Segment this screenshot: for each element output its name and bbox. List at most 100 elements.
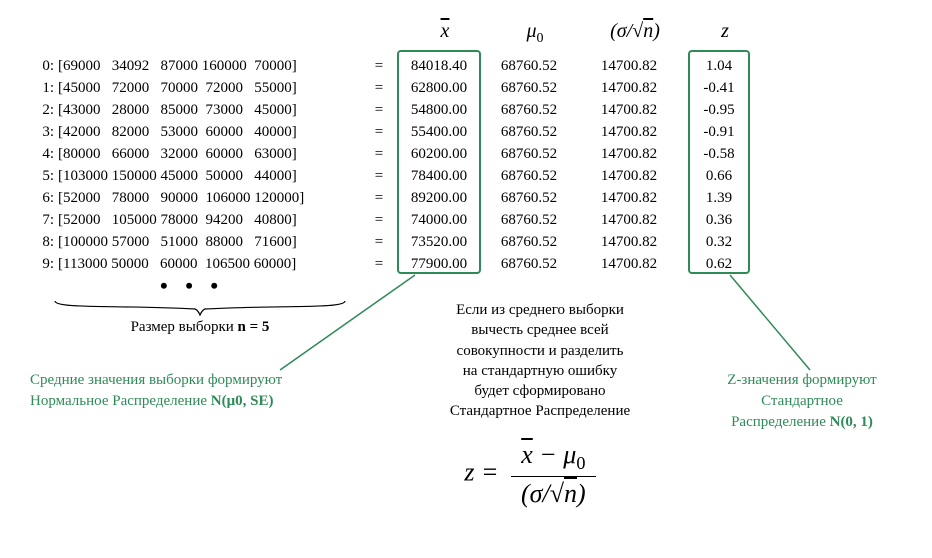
- row-mu: 68760.52: [484, 124, 574, 141]
- header-xbar: x: [400, 20, 490, 47]
- row-equals: =: [364, 168, 394, 185]
- row-xbar: 74000.00: [394, 212, 484, 229]
- row-z: -0.58: [684, 146, 754, 163]
- row-se: 14700.82: [574, 190, 684, 207]
- data-row: 8:[100000 57000 51000 88000 71600]=73520…: [30, 231, 902, 253]
- row-index: 1:: [30, 80, 54, 97]
- center-explanation: Если из среднего выборки вычесть среднее…: [400, 300, 680, 422]
- ct-l5: будет сформировано: [474, 383, 605, 399]
- ct-l1: Если из среднего выборки: [456, 302, 624, 318]
- data-row: 4:[80000 66000 32000 60000 63000]=60200.…: [30, 143, 902, 165]
- row-samples: [80000 66000 32000 60000 63000]: [54, 146, 364, 163]
- diagram-container: x μ0 (σ/√n) z 0:[69000 34092 87000 16000…: [30, 20, 902, 336]
- data-row: 5:[103000 150000 45000 50000 44000]=7840…: [30, 165, 902, 187]
- curly-brace-icon: [50, 299, 350, 317]
- row-z: 0.62: [684, 256, 754, 273]
- row-z: 0.66: [684, 168, 754, 185]
- row-mu: 68760.52: [484, 58, 574, 75]
- row-mu: 68760.52: [484, 168, 574, 185]
- row-xbar: 55400.00: [394, 124, 484, 141]
- row-equals: =: [364, 256, 394, 273]
- data-row: 3:[42000 82000 53000 60000 40000]=55400.…: [30, 121, 902, 143]
- row-index: 0:: [30, 58, 54, 75]
- left-annot-l2-bold: N(μ0, SE): [211, 393, 274, 409]
- row-samples: [69000 34092 87000 160000 70000]: [54, 58, 364, 75]
- header-z: z: [690, 20, 760, 47]
- row-se: 14700.82: [574, 124, 684, 141]
- row-mu: 68760.52: [484, 190, 574, 207]
- brace-label: Размер выборки n = 5: [50, 319, 350, 336]
- row-samples: [52000 105000 78000 94200 40800]: [54, 212, 364, 229]
- row-xbar: 84018.40: [394, 58, 484, 75]
- left-annot-l1: Средние значения выборки формируют: [30, 372, 282, 388]
- row-mu: 68760.52: [484, 102, 574, 119]
- row-samples: [42000 82000 53000 60000 40000]: [54, 124, 364, 141]
- row-samples: [113000 50000 60000 106500 60000]: [54, 256, 364, 273]
- row-se: 14700.82: [574, 168, 684, 185]
- ellipsis-dots: • • •: [160, 273, 902, 299]
- row-z: 1.04: [684, 58, 754, 75]
- data-row: 1:[45000 72000 70000 72000 55000]=62800.…: [30, 77, 902, 99]
- row-mu: 68760.52: [484, 80, 574, 97]
- right-annot-l3-bold: N(0, 1): [830, 414, 873, 430]
- row-z: -0.95: [684, 102, 754, 119]
- row-mu: 68760.52: [484, 234, 574, 251]
- data-row: 6:[52000 78000 90000 106000 120000]=8920…: [30, 187, 902, 209]
- data-row: 7:[52000 105000 78000 94200 40800]=74000…: [30, 209, 902, 231]
- formula-fraction: x − μ0 (σ/√n): [511, 440, 596, 509]
- ct-l4: на стандартную ошибку: [463, 363, 617, 379]
- right-annot-l2: Стандартное: [761, 393, 843, 409]
- row-samples: [45000 72000 70000 72000 55000]: [54, 80, 364, 97]
- row-mu: 68760.52: [484, 212, 574, 229]
- row-se: 14700.82: [574, 212, 684, 229]
- ct-l3: совокупности и разделить: [457, 343, 624, 359]
- row-samples: [52000 78000 90000 106000 120000]: [54, 190, 364, 207]
- row-se: 14700.82: [574, 146, 684, 163]
- row-mu: 68760.52: [484, 146, 574, 163]
- row-index: 6:: [30, 190, 54, 207]
- row-z: -0.91: [684, 124, 754, 141]
- row-samples: [103000 150000 45000 50000 44000]: [54, 168, 364, 185]
- row-z: 1.39: [684, 190, 754, 207]
- header-se: (σ/√n): [580, 20, 690, 47]
- row-mu: 68760.52: [484, 256, 574, 273]
- row-index: 4:: [30, 146, 54, 163]
- row-equals: =: [364, 102, 394, 119]
- header-mu: μ0: [490, 20, 580, 47]
- brace-label-text: Размер выборки: [131, 319, 238, 335]
- row-samples: [100000 57000 51000 88000 71600]: [54, 234, 364, 251]
- row-equals: =: [364, 124, 394, 141]
- row-xbar: 54800.00: [394, 102, 484, 119]
- formula-denominator: (σ/√n): [511, 476, 596, 509]
- row-se: 14700.82: [574, 58, 684, 75]
- data-rows: 0:[69000 34092 87000 160000 70000]=84018…: [30, 55, 902, 275]
- row-samples: [43000 28000 85000 73000 45000]: [54, 102, 364, 119]
- brace-container: Размер выборки n = 5: [50, 299, 350, 336]
- row-xbar: 60200.00: [394, 146, 484, 163]
- formula-numerator: x − μ0: [511, 440, 596, 476]
- right-annot-l3-prefix: Распределение: [731, 414, 830, 430]
- row-index: 5:: [30, 168, 54, 185]
- data-row: 0:[69000 34092 87000 160000 70000]=84018…: [30, 55, 902, 77]
- row-z: 0.36: [684, 212, 754, 229]
- row-se: 14700.82: [574, 80, 684, 97]
- z-formula: z = x − μ0 (σ/√n): [390, 440, 670, 509]
- brace-label-bold: n = 5: [238, 319, 270, 335]
- row-z: -0.41: [684, 80, 754, 97]
- column-headers: x μ0 (σ/√n) z: [400, 20, 902, 47]
- row-xbar: 89200.00: [394, 190, 484, 207]
- row-xbar: 62800.00: [394, 80, 484, 97]
- row-se: 14700.82: [574, 234, 684, 251]
- row-xbar: 78400.00: [394, 168, 484, 185]
- right-annotation: Z-значения формируют Стандартное Распред…: [702, 370, 902, 433]
- formula-lhs: z =: [464, 458, 498, 487]
- left-annotation: Средние значения выборки формируют Норма…: [30, 370, 350, 412]
- row-equals: =: [364, 80, 394, 97]
- row-index: 9:: [30, 256, 54, 273]
- row-xbar: 77900.00: [394, 256, 484, 273]
- row-equals: =: [364, 234, 394, 251]
- row-index: 3:: [30, 124, 54, 141]
- row-xbar: 73520.00: [394, 234, 484, 251]
- row-index: 7:: [30, 212, 54, 229]
- row-se: 14700.82: [574, 256, 684, 273]
